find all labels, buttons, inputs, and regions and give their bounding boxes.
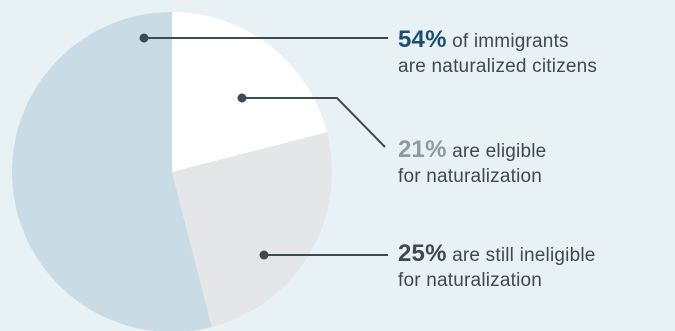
slice-naturalized — [12, 12, 212, 331]
label-naturalized-line2: are naturalized citizens — [398, 56, 598, 77]
label-eligible: 21% are eligible for naturalization — [398, 137, 546, 189]
label-eligible-line2: for naturalization — [398, 166, 543, 187]
pct-eligible: 21% — [398, 136, 447, 163]
slice-eligible — [172, 12, 327, 172]
label-naturalized: 54% of immigrants are naturalized citize… — [398, 27, 597, 79]
label-ineligible: 25% are still ineligible for naturalizat… — [398, 241, 596, 293]
label-ineligible-line2: for naturalization — [398, 270, 543, 291]
pct-naturalized: 54% — [398, 26, 447, 53]
slice-ineligible — [172, 132, 332, 327]
leader-ineligible-dot — [259, 250, 269, 260]
label-naturalized-line1: of immigrants — [446, 31, 569, 52]
leader-eligible — [242, 97, 386, 148]
label-ineligible-line1: are still ineligible — [446, 245, 596, 266]
pct-ineligible: 25% — [398, 240, 447, 267]
label-eligible-line1: are eligible — [446, 141, 547, 162]
leader-eligible-dot — [237, 93, 247, 103]
leader-naturalized-dot — [139, 33, 149, 43]
